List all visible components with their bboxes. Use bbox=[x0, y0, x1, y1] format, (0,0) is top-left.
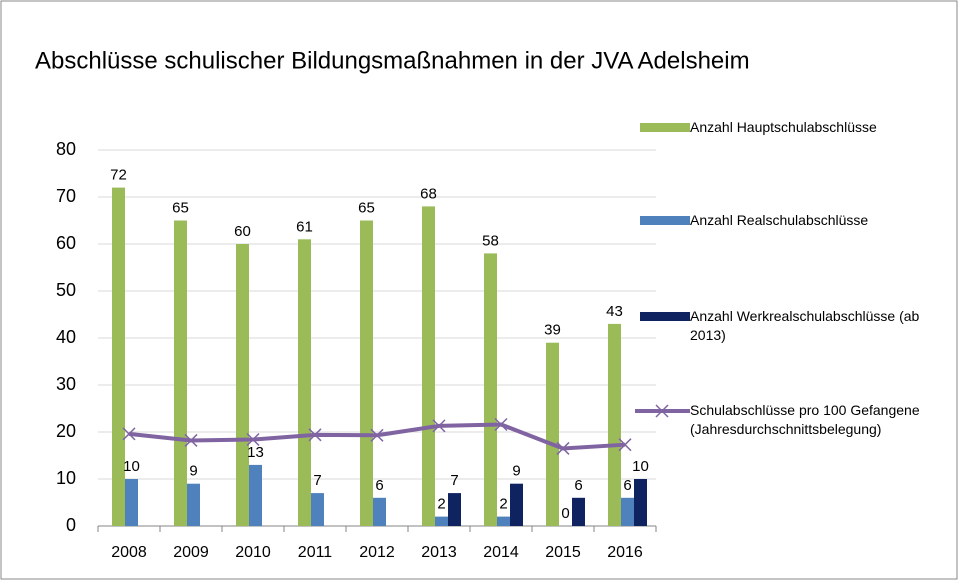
legend-label: Anzahl Realschulabschlüsse bbox=[690, 212, 869, 228]
legend-swatch bbox=[640, 123, 690, 132]
legend-label: Anzahl Werkrealschulabschlüsse (ab 2013) bbox=[690, 308, 920, 343]
data-label: 7 bbox=[313, 472, 321, 489]
x-tick-label: 2016 bbox=[607, 544, 643, 561]
bar bbox=[435, 516, 448, 526]
y-tick-label: 20 bbox=[56, 421, 76, 441]
data-label: 6 bbox=[574, 477, 582, 494]
line-marker bbox=[184, 433, 198, 447]
bar bbox=[249, 464, 262, 526]
bar bbox=[634, 479, 647, 526]
data-label: 6 bbox=[623, 477, 631, 494]
bar bbox=[484, 253, 497, 526]
legend-label: Anzahl Hauptschulabschlüsse bbox=[690, 119, 877, 135]
legend-entry: Anzahl Realschulabschlüsse bbox=[640, 211, 920, 230]
data-label: 43 bbox=[606, 303, 623, 320]
x-tick-label: 2008 bbox=[111, 544, 147, 561]
data-label: 9 bbox=[512, 463, 520, 480]
y-tick-label: 10 bbox=[56, 468, 76, 488]
bar bbox=[311, 493, 324, 526]
y-tick-label: 0 bbox=[66, 515, 76, 535]
bar bbox=[621, 497, 634, 526]
x-tick-label: 2014 bbox=[483, 544, 519, 561]
data-label: 60 bbox=[234, 223, 251, 240]
bar bbox=[510, 483, 523, 526]
y-tick-label: 30 bbox=[56, 374, 76, 394]
data-label: 7 bbox=[450, 472, 458, 489]
line-marker bbox=[370, 428, 384, 442]
data-label: 13 bbox=[247, 444, 264, 461]
legend-swatch bbox=[640, 216, 690, 225]
data-label: 65 bbox=[358, 199, 375, 216]
data-label: 2 bbox=[437, 496, 445, 513]
line-marker bbox=[494, 417, 508, 432]
bar bbox=[497, 516, 510, 526]
x-tick-label: 2013 bbox=[421, 544, 457, 561]
bar bbox=[187, 483, 200, 526]
line-marker bbox=[432, 419, 446, 433]
legend-swatch bbox=[635, 401, 690, 420]
data-label: 2 bbox=[499, 496, 507, 513]
bar bbox=[298, 239, 311, 527]
x-tick-label: 2015 bbox=[545, 544, 581, 561]
bar bbox=[112, 187, 125, 526]
line-marker bbox=[308, 428, 322, 442]
legend-label: Schulabschlüsse pro 100 Gefangene (Jahre… bbox=[690, 402, 920, 437]
data-label: 6 bbox=[375, 477, 383, 494]
bar bbox=[360, 220, 373, 526]
data-label: 68 bbox=[420, 185, 437, 202]
x-tick-label: 2011 bbox=[298, 544, 333, 561]
bar bbox=[373, 497, 386, 526]
data-label: 72 bbox=[110, 167, 127, 184]
line-marker bbox=[246, 432, 260, 447]
x-tick-label: 2012 bbox=[359, 544, 395, 561]
bar bbox=[174, 220, 187, 526]
bar bbox=[236, 244, 249, 526]
bar bbox=[546, 342, 559, 526]
legend-marker bbox=[655, 404, 669, 418]
bar bbox=[422, 206, 435, 526]
bar bbox=[125, 479, 138, 526]
line-marker bbox=[122, 427, 136, 441]
legend-swatch bbox=[640, 312, 690, 321]
data-label: 9 bbox=[189, 463, 197, 480]
y-tick-label: 50 bbox=[56, 280, 76, 300]
y-tick-label: 40 bbox=[56, 327, 76, 347]
data-label: 39 bbox=[544, 322, 561, 339]
data-label: 10 bbox=[632, 458, 649, 475]
chart-title: Abschlüsse schulischer Bildungsmaßnahmen… bbox=[35, 47, 750, 74]
legend-entry: Anzahl Hauptschulabschlüsse bbox=[640, 118, 920, 137]
data-label: 0 bbox=[561, 505, 569, 522]
bar bbox=[448, 493, 461, 526]
line-marker bbox=[556, 441, 570, 455]
legend-entry: Schulabschlüsse pro 100 Gefangene (Jahre… bbox=[635, 401, 950, 439]
line-marker bbox=[618, 438, 632, 452]
data-label: 61 bbox=[296, 218, 313, 235]
y-tick-label: 60 bbox=[56, 233, 76, 253]
legend-entry: Anzahl Werkrealschulabschlüsse (ab 2013) bbox=[640, 307, 920, 345]
bar bbox=[572, 497, 585, 526]
y-tick-label: 80 bbox=[56, 139, 76, 159]
bar bbox=[608, 323, 621, 526]
data-label: 65 bbox=[172, 199, 189, 216]
y-tick-label: 70 bbox=[56, 186, 76, 206]
data-label: 58 bbox=[482, 232, 499, 249]
x-tick-label: 2009 bbox=[173, 544, 209, 561]
x-tick-label: 2010 bbox=[235, 544, 271, 561]
data-label: 10 bbox=[123, 458, 140, 475]
